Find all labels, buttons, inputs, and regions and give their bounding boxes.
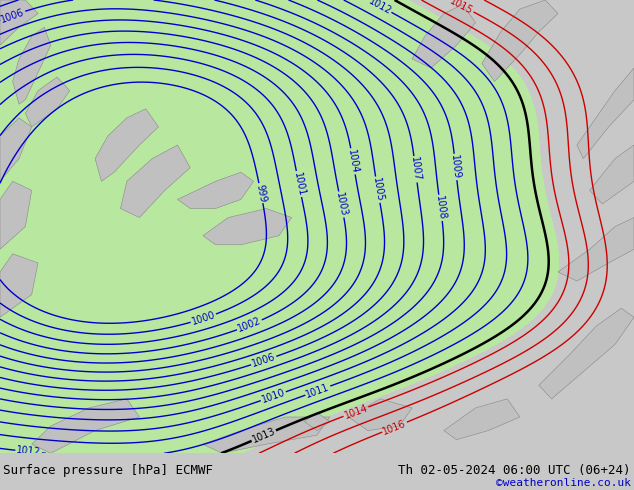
Polygon shape (203, 209, 292, 245)
Polygon shape (304, 413, 330, 431)
Polygon shape (349, 399, 412, 431)
Text: 1011: 1011 (304, 382, 331, 399)
Polygon shape (590, 145, 634, 204)
Text: Surface pressure [hPa] ECMWF: Surface pressure [hPa] ECMWF (3, 464, 213, 477)
Polygon shape (13, 27, 51, 104)
Polygon shape (558, 218, 634, 281)
Text: 1000: 1000 (190, 310, 217, 327)
Text: ©weatheronline.co.uk: ©weatheronline.co.uk (496, 478, 631, 488)
Polygon shape (120, 145, 190, 218)
Polygon shape (577, 68, 634, 159)
Text: 999: 999 (254, 183, 268, 203)
Text: 1006: 1006 (250, 352, 277, 369)
Text: 1010: 1010 (260, 388, 287, 405)
Text: 1007: 1007 (409, 156, 422, 182)
Polygon shape (25, 77, 70, 127)
Text: 1015: 1015 (448, 0, 475, 16)
Text: 1002: 1002 (236, 316, 262, 334)
Text: 1006: 1006 (0, 7, 26, 24)
Text: 1012: 1012 (366, 0, 393, 16)
Text: 1008: 1008 (434, 195, 447, 220)
Text: 1001: 1001 (292, 171, 306, 197)
Text: 1014: 1014 (343, 403, 369, 420)
Polygon shape (412, 4, 476, 68)
Polygon shape (203, 417, 330, 453)
Text: 1003: 1003 (334, 192, 349, 218)
Polygon shape (95, 109, 158, 181)
Polygon shape (0, 0, 38, 46)
Polygon shape (0, 118, 32, 181)
Text: 1012: 1012 (16, 445, 41, 458)
Polygon shape (0, 254, 38, 318)
Text: 1016: 1016 (381, 418, 408, 437)
Text: 1005: 1005 (371, 177, 385, 203)
Polygon shape (178, 172, 254, 209)
Text: 1004: 1004 (346, 148, 360, 174)
Polygon shape (32, 399, 139, 453)
Text: 1009: 1009 (450, 154, 462, 180)
Text: 1013: 1013 (250, 426, 277, 445)
Polygon shape (482, 0, 558, 82)
Polygon shape (444, 399, 520, 440)
Polygon shape (539, 308, 634, 399)
Polygon shape (0, 181, 32, 249)
Text: Th 02-05-2024 06:00 UTC (06+24): Th 02-05-2024 06:00 UTC (06+24) (398, 464, 631, 477)
